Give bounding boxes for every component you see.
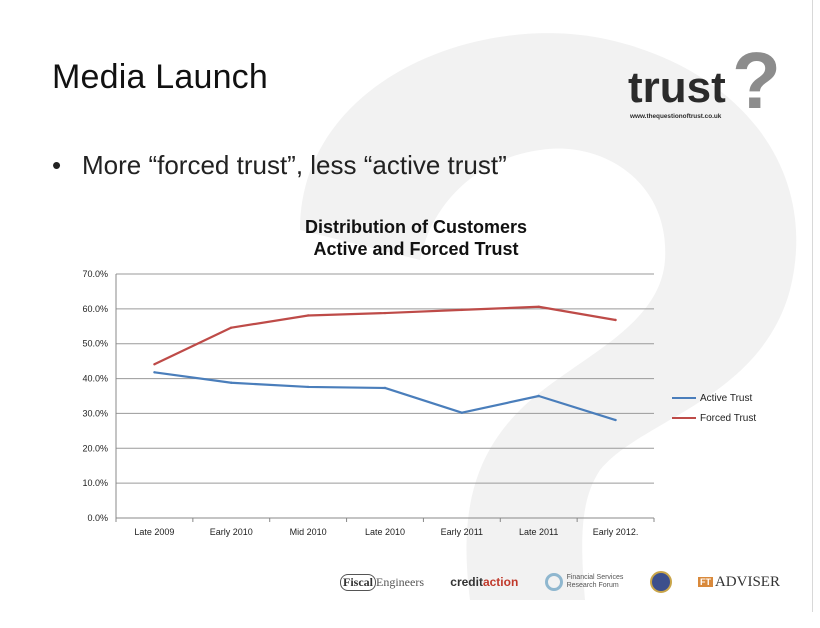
fsrf-line-2: Research Forum xyxy=(566,582,619,589)
legend-swatch-active-trust xyxy=(672,397,696,399)
x-tick-label: Early 2010 xyxy=(210,527,253,537)
chart-legend: Active Trust Forced Trust xyxy=(672,388,756,428)
data-point-active-trust xyxy=(153,371,156,374)
x-tick-label: Late 2011 xyxy=(519,527,558,537)
data-point-forced-trust xyxy=(460,308,464,312)
x-tick-label: Late 2010 xyxy=(365,527,405,537)
fiscal-engineers-name: Engineers xyxy=(376,574,424,589)
fsrf-text: Financial Services Research Forum xyxy=(567,574,624,590)
sponsor-logos: Fiscal Engineers credit action Financial S… xyxy=(340,566,780,598)
series-line-active-trust xyxy=(154,371,616,422)
ifp-seal-icon xyxy=(649,571,672,593)
chart-subtitle: Active and Forced Trust xyxy=(313,239,519,259)
data-point-forced-trust xyxy=(230,326,233,329)
credit-action-part-1: credit xyxy=(450,575,483,589)
data-point-active-trust xyxy=(306,385,310,389)
legend-label-active-trust: Active Trust xyxy=(700,392,753,404)
fsrf-circle-icon xyxy=(544,573,563,591)
legend-label-forced-trust: Forced Trust xyxy=(700,412,757,424)
ft-adviser-logo: FT ADVISER xyxy=(697,573,780,591)
bullet-text: More “forced trust”, less “active trust” xyxy=(82,150,507,180)
data-point-forced-trust xyxy=(306,314,310,317)
legend-swatch-forced-trust xyxy=(672,417,696,419)
ft-badge: FT xyxy=(697,577,713,587)
data-point-active-trust xyxy=(537,394,540,398)
data-point-active-trust xyxy=(230,381,233,384)
bullet-point: • More “forced trust”, less “active trust… xyxy=(52,150,507,181)
logo-question-mark: ? xyxy=(732,36,781,122)
y-tick-label: 70.0% xyxy=(82,269,108,279)
ifp-logo xyxy=(649,571,672,593)
y-tick-label: 60.0% xyxy=(82,304,108,314)
bullet-dot: • xyxy=(52,150,62,180)
legend-item-forced-trust: Forced Trust xyxy=(672,408,756,428)
data-point-active-trust xyxy=(460,411,464,414)
data-point-forced-trust xyxy=(537,305,540,308)
slide: Media Launch • More “forced trust”, less … xyxy=(52,0,813,612)
series-line-forced-trust xyxy=(153,305,616,366)
x-tick-label: Early 2012. xyxy=(593,527,639,537)
x-tick-label: Late 2009 xyxy=(134,527,174,537)
slide-title: Media Launch xyxy=(52,58,268,96)
trust-logo: trust ? www.thequestionoftrust.co.uk xyxy=(628,36,781,122)
fiscal-engineers-mark: Fiscal xyxy=(340,573,376,591)
credit-action-part-2: action xyxy=(482,575,519,589)
line-chart: 0.0% 10.0% 20.0% 30.0% 40.0% 50.0% 60.0% 70.0% L… xyxy=(82,269,655,537)
ft-adviser-name: ADVISER xyxy=(714,573,780,590)
data-point-active-trust xyxy=(383,386,387,390)
chart-title: Distribution of Customers xyxy=(304,217,527,237)
fsrf-line-1: Financial Services xyxy=(566,574,624,581)
data-point-forced-trust xyxy=(614,318,617,322)
credit-action-logo: credit action xyxy=(450,575,518,589)
y-tick-label: 40.0% xyxy=(82,374,108,384)
x-tick-label: Mid 2010 xyxy=(290,527,327,537)
x-tick-label: Early 2011 xyxy=(441,527,483,537)
y-tick-label: 0.0% xyxy=(87,513,108,523)
background-question-mark-watermark xyxy=(300,33,797,600)
y-tick-label: 20.0% xyxy=(82,443,108,453)
fiscal-engineers-logo: Fiscal Engineers xyxy=(340,573,424,591)
y-tick-label: 10.0% xyxy=(82,478,108,488)
logo-url: www.thequestionoftrust.co.uk xyxy=(629,113,722,120)
logo-word: trust xyxy=(628,63,726,112)
y-tick-label: 30.0% xyxy=(82,408,108,418)
chart-title-block: Distribution of Customers Active and For… xyxy=(236,216,596,260)
data-point-forced-trust xyxy=(383,311,387,315)
legend-item-active-trust: Active Trust xyxy=(672,388,756,408)
data-point-active-trust xyxy=(614,418,617,422)
data-point-forced-trust xyxy=(153,363,156,366)
y-tick-label: 50.0% xyxy=(82,339,108,349)
fsrf-logo: Financial Services Research Forum xyxy=(544,573,624,591)
